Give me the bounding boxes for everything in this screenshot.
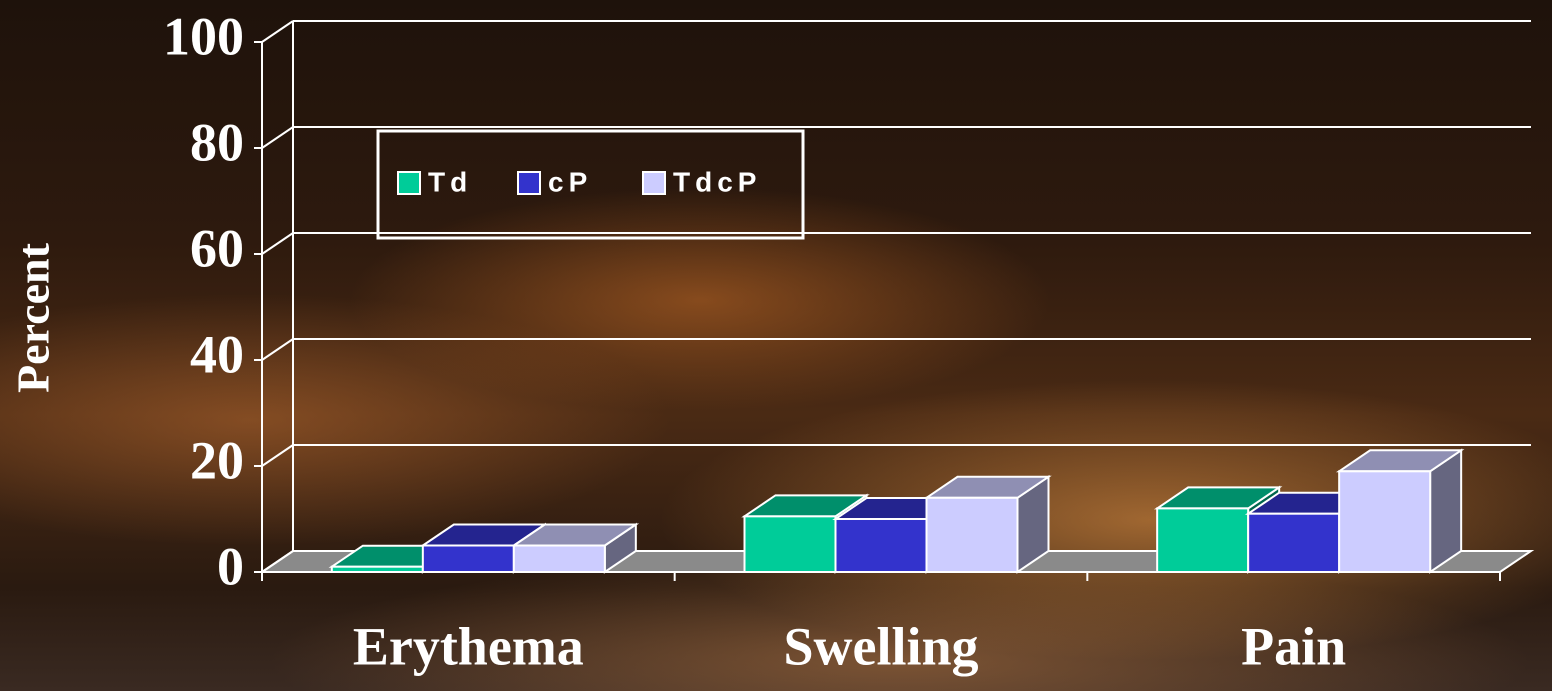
bar [925, 496, 1019, 573]
y-tick-label: 100 [163, 6, 244, 66]
x-tick-label: Erythema [353, 616, 584, 676]
bar [743, 515, 837, 573]
grid-line [261, 338, 294, 361]
y-tick-label: 20 [190, 430, 244, 490]
bar [512, 544, 606, 573]
y-tick-label: 40 [190, 324, 244, 384]
legend-label: TdcP [673, 166, 761, 197]
bar [1338, 470, 1432, 573]
y-tick-label: 0 [217, 536, 244, 596]
y-tick-label: 80 [190, 112, 244, 172]
grid-line [261, 20, 294, 43]
legend-swatch [397, 171, 421, 195]
legend-swatch [642, 171, 666, 195]
legend: Td cP TdcP [376, 129, 805, 240]
x-tick-label: Pain [1241, 616, 1346, 676]
legend-label: Td [428, 166, 472, 197]
legend-label: cP [548, 166, 592, 197]
grid-line [261, 232, 294, 255]
x-tick-label: Swelling [783, 616, 978, 676]
grid-line [261, 550, 294, 573]
bar [1156, 507, 1250, 573]
bar [1247, 512, 1341, 574]
legend-swatch [517, 171, 541, 195]
grid-line [261, 126, 294, 149]
y-tick-label: 60 [190, 218, 244, 278]
legend-box [376, 129, 805, 240]
bar [421, 544, 515, 573]
grid-line [261, 444, 294, 467]
bar [330, 565, 424, 574]
y-axis-label: Percent [8, 242, 59, 393]
bar [834, 518, 928, 573]
